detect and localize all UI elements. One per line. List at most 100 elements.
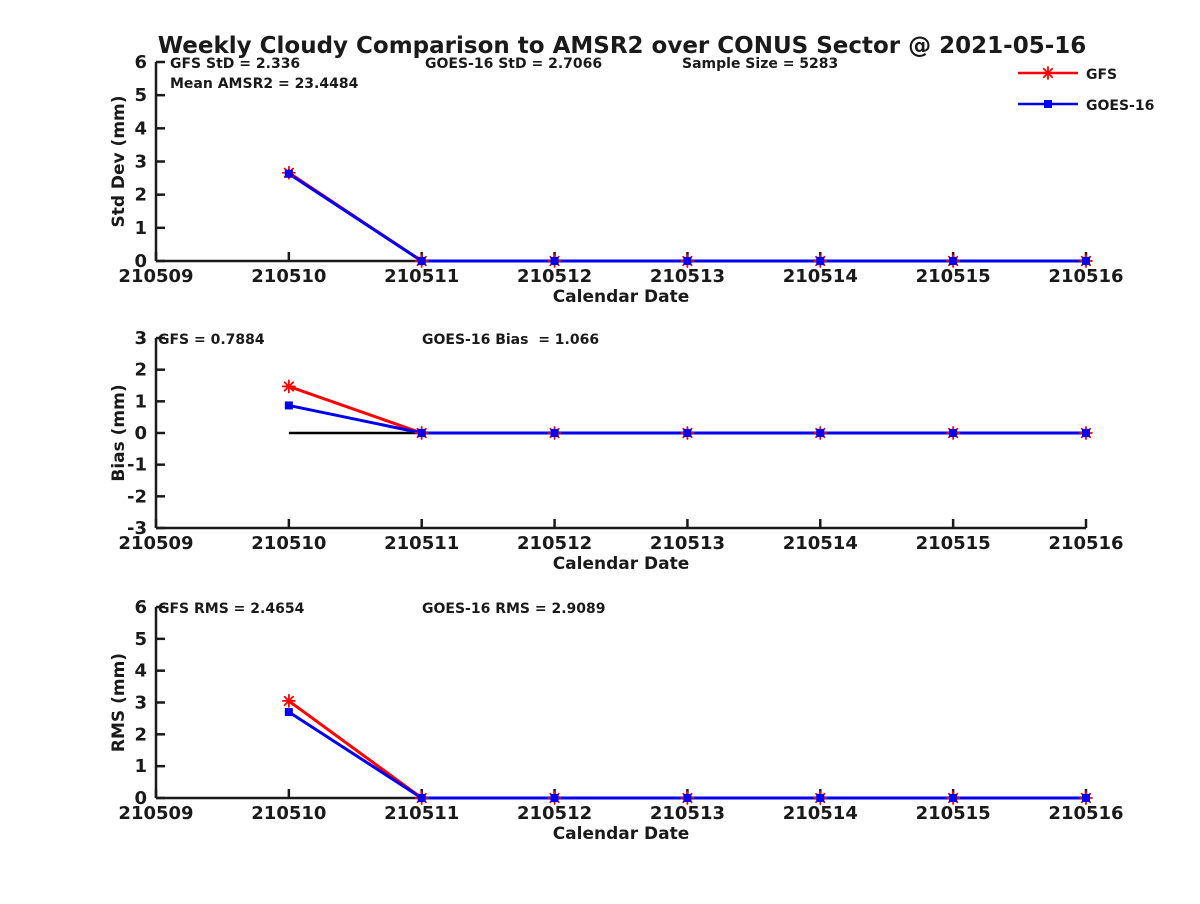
y-tick-label: 0 <box>134 788 147 809</box>
asterisk-marker <box>1041 66 1055 80</box>
square-marker <box>683 429 692 437</box>
series-line-gfs <box>287 699 1086 800</box>
x-tick-label: 210515 <box>916 803 991 824</box>
legend: GFS GOES-16 <box>1018 66 1154 114</box>
y-tick-label: -1 <box>127 455 147 476</box>
y-tick-label: 0 <box>134 423 147 444</box>
square-marker <box>949 257 958 265</box>
annotation-top-mid: GOES-16 Bias = 1.066 <box>422 332 599 348</box>
series-line-gfs <box>288 171 1086 263</box>
square-marker <box>550 257 559 265</box>
square-marker <box>949 794 958 802</box>
square-marker <box>816 429 825 437</box>
annotation-top-mid: GOES-16 StD = 2.7066 <box>425 56 602 72</box>
x-tick-label: 210515 <box>916 533 991 554</box>
square-marker <box>550 429 559 437</box>
x-tick-label: 210509 <box>118 803 193 824</box>
y-tick-label: 3 <box>134 693 147 714</box>
x-axis-label: Calendar Date <box>553 824 690 844</box>
asterisk-spoke <box>1042 67 1054 79</box>
square-fill <box>683 429 692 437</box>
asterisk-marker <box>281 379 296 394</box>
annotation-top-right: Sample Size = 5283 <box>682 56 838 72</box>
x-tick-label: 210510 <box>251 533 326 554</box>
annotation-top-left: GFS = 0.7884 <box>158 332 265 348</box>
asterisk-spoke <box>283 695 294 707</box>
square-fill <box>949 257 958 265</box>
x-tick-label: 210509 <box>118 266 193 287</box>
square-marker <box>550 794 559 802</box>
y-tick-label: 6 <box>134 52 147 73</box>
square-fill <box>284 401 293 410</box>
x-tick-label: 210511 <box>384 533 459 554</box>
x-tick-label: 210510 <box>251 266 326 287</box>
square-marker <box>816 257 825 265</box>
square-marker <box>284 708 293 717</box>
subplot-std-dev: 0 1 2 3 4 5 6 210509 210510 210511 210512 210513 210… <box>109 52 1124 307</box>
x-tick-label: 210513 <box>650 266 725 287</box>
square-fill <box>1082 794 1090 802</box>
y-tick-label: 5 <box>134 85 147 106</box>
square-marker <box>1082 429 1090 437</box>
y-tick-label: 5 <box>134 629 147 650</box>
y-tick-label: 4 <box>134 118 147 139</box>
square-marker <box>683 257 692 265</box>
annotation-top-mid: GOES-16 RMS = 2.9089 <box>422 601 606 617</box>
x-tick-label: 210513 <box>650 533 725 554</box>
y-tick-label: 2 <box>134 360 147 381</box>
square-marker <box>417 429 426 437</box>
x-tick-label: 210511 <box>384 266 459 287</box>
y-tick-label: 2 <box>134 185 147 206</box>
square-fill <box>816 429 825 437</box>
x-axis-label: Calendar Date <box>553 554 690 574</box>
square-marker <box>949 429 958 437</box>
y-tick-label: -3 <box>127 518 147 539</box>
x-tick-label: 210514 <box>783 533 858 554</box>
square-marker <box>417 794 426 802</box>
y-tick-label: 1 <box>134 218 147 239</box>
square-fill <box>550 794 559 802</box>
x-tick-label: 210514 <box>783 803 858 824</box>
square-fill <box>683 794 692 802</box>
asterisk-spoke <box>283 381 294 392</box>
series-line-goes-16 <box>288 172 1086 263</box>
y-axis-label: Std Dev (mm) <box>109 95 129 227</box>
y-tick-label: 2 <box>134 724 147 745</box>
y-tick-label: 6 <box>134 597 147 618</box>
series-line-goes-16 <box>288 710 1086 800</box>
annotation-top-left: GFS RMS = 2.4654 <box>158 601 305 617</box>
square-fill <box>1082 257 1090 265</box>
x-tick-label: 210511 <box>384 803 459 824</box>
square-marker <box>417 257 426 265</box>
legend-gfs-label: GFS <box>1086 67 1117 83</box>
square-marker <box>1044 100 1052 108</box>
x-tick-label: 210510 <box>251 803 326 824</box>
y-axis-label: RMS (mm) <box>109 653 129 752</box>
chart-title: Weekly Cloudy Comparison to AMSR2 over C… <box>158 33 1087 59</box>
square-fill <box>550 429 559 437</box>
square-fill <box>683 257 692 265</box>
y-tick-label: 1 <box>134 391 147 412</box>
square-fill <box>417 429 426 437</box>
x-tick-label: 210514 <box>783 266 858 287</box>
asterisk-marker <box>281 694 296 708</box>
annotation-top-left-2: Mean AMSR2 = 23.4484 <box>170 76 359 92</box>
x-tick-label: 210516 <box>1048 266 1123 287</box>
x-tick-label: 210513 <box>650 803 725 824</box>
legend-goes16-label: GOES-16 <box>1086 98 1154 114</box>
x-tick-label: 210512 <box>517 803 592 824</box>
series-line-gfs <box>288 385 1086 435</box>
y-axis-label: Bias (mm) <box>109 384 129 481</box>
square-marker <box>1082 794 1090 802</box>
square-fill <box>816 257 825 265</box>
square-marker <box>284 169 293 178</box>
annotation-top-left: GFS StD = 2.336 <box>170 56 300 72</box>
square-fill <box>550 257 559 265</box>
x-tick-label: 210516 <box>1048 533 1123 554</box>
square-fill <box>816 794 825 802</box>
square-marker <box>1082 257 1090 265</box>
square-fill <box>284 708 293 717</box>
